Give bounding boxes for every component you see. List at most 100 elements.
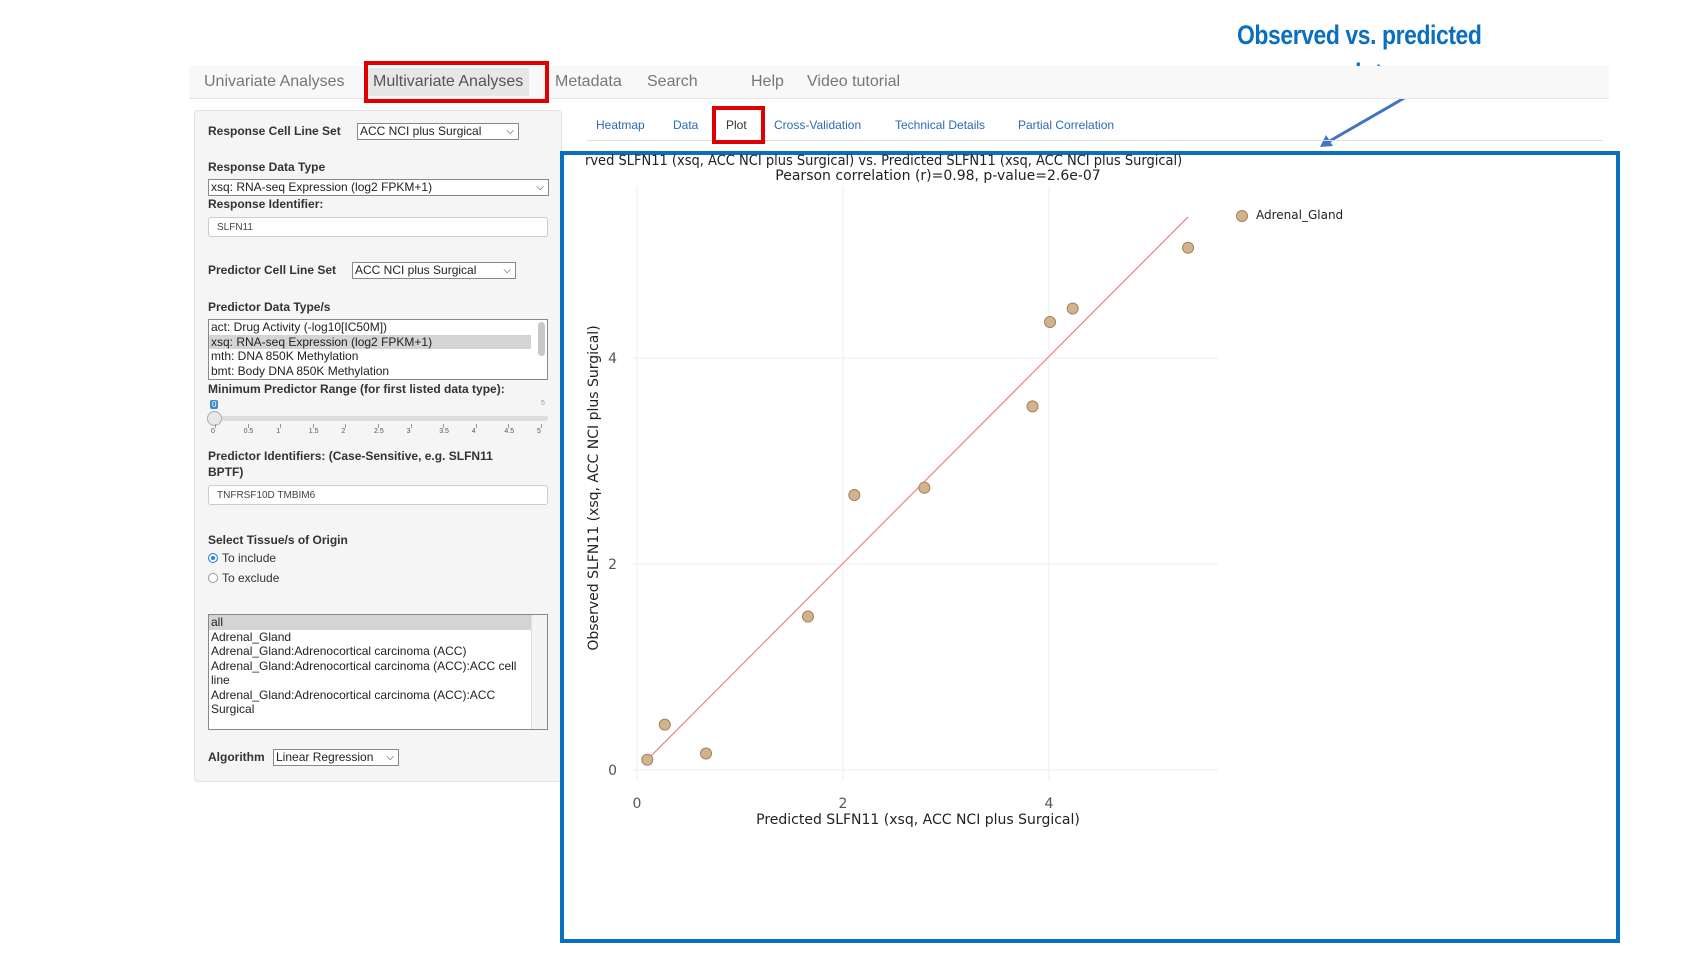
- min-predictor-range-slider-track[interactable]: [212, 416, 548, 421]
- slider-tick-label: 2: [341, 428, 346, 435]
- listbox-option[interactable]: Adrenal_Gland:Adrenocortical carcinoma (…: [211, 644, 467, 658]
- nav-metadata[interactable]: Metadata: [555, 73, 622, 90]
- slider-tick: [541, 424, 542, 428]
- predictor-cell-line-set-select[interactable]: ACC NCI plus Surgical ⌵: [352, 262, 516, 279]
- slider-tick-label: 2.5: [374, 428, 384, 435]
- x-tick-label: 4: [1045, 796, 1054, 812]
- slider-tick-label: 3: [406, 428, 411, 435]
- radio-to-include-label: To include: [222, 551, 277, 565]
- slider-tick-label: 3.5: [439, 428, 449, 435]
- highlight-box-plot-tab: [712, 106, 765, 144]
- slider-tick: [215, 424, 216, 428]
- nav-search[interactable]: Search: [647, 73, 698, 90]
- slider-tick: [378, 424, 379, 428]
- listbox-option[interactable]: Adrenal_Gland:Adrenocortical carcinoma (…: [211, 658, 517, 688]
- slider-tick-label: 1.5: [308, 428, 319, 435]
- predictor-data-types-listbox[interactable]: act: Drug Activity (-log10[IC50M]) xsq: …: [208, 319, 548, 380]
- tissue-listbox[interactable]: all Adrenal_Gland Adrenal_Gland:Adrenoco…: [208, 614, 548, 730]
- radio-to-exclude[interactable]: [208, 573, 218, 583]
- data-point: [641, 753, 654, 766]
- radio-to-include[interactable]: [208, 553, 218, 563]
- data-point: [848, 488, 861, 501]
- response-cell-line-set-select[interactable]: ACC NCI plus Surgical ⌵: [357, 123, 519, 140]
- annotation-title-line1: Observed vs. predicted: [1237, 20, 1482, 50]
- legend-label[interactable]: Adrenal_Gland: [1256, 208, 1344, 222]
- predictor-identifiers-label-1: Predictor Identifiers: (Case-Sensitive, …: [208, 449, 493, 463]
- chart-subtitle: Pearson correlation (r)=0.98, p-value=2.…: [775, 168, 1101, 184]
- tab-technical-details[interactable]: Technical Details: [895, 118, 986, 132]
- slider-tick: [508, 424, 510, 428]
- response-cell-line-set-label: Response Cell Line Set: [208, 124, 341, 138]
- top-navbar: Univariate Analyses Multivariate Analyse…: [189, 66, 1609, 99]
- listbox-option-selected[interactable]: all: [209, 615, 531, 630]
- nav-help[interactable]: Help: [751, 73, 784, 90]
- listbox-scrollbar[interactable]: [531, 615, 547, 729]
- chevron-down-icon: ⌵: [386, 752, 394, 763]
- response-data-type-select[interactable]: xsq: RNA-seq Expression (log2 FPKM+1) ⌵: [208, 179, 549, 196]
- select-value: Linear Regression: [276, 750, 374, 764]
- tissue-origin-label: Select Tissue/s of Origin: [208, 533, 348, 547]
- tab-partial-correlation[interactable]: Partial Correlation: [1018, 118, 1115, 132]
- slider-tick-label: 4.5: [504, 428, 515, 435]
- listbox-option[interactable]: Adrenal_Gland: [211, 629, 292, 644]
- slider-tick-label: 5: [537, 428, 541, 435]
- response-identifier-label: Response Identifier:: [208, 197, 324, 211]
- data-point: [801, 610, 814, 623]
- slider-tick-label: 0: [211, 428, 215, 435]
- tab-data[interactable]: Data: [673, 118, 699, 132]
- data-point: [1026, 400, 1039, 413]
- select-value: xsq: RNA-seq Expression (log2 FPKM+1): [211, 180, 433, 194]
- tab-cross-validation[interactable]: Cross-Validation: [774, 118, 862, 132]
- data-point: [700, 747, 713, 760]
- data-point: [918, 481, 931, 494]
- slider-tick: [345, 424, 347, 428]
- data-point: [1182, 241, 1195, 254]
- nav-univariate-analyses[interactable]: Univariate Analyses: [204, 73, 345, 90]
- listbox-option-selected[interactable]: xsq: RNA-seq Expression (log2 FPKM+1): [209, 334, 531, 349]
- y-axis-label: Observed SLFN11 (xsq, ACC NCI plus Surgi…: [586, 325, 602, 651]
- min-predictor-range-label: Minimum Predictor Range (for first liste…: [208, 382, 505, 396]
- x-tick-label: 0: [633, 796, 642, 812]
- predictor-identifiers-input[interactable]: TNFRSF10D TMBIM6: [208, 485, 548, 505]
- listbox-option[interactable]: bmt: Body DNA 850K Methylation: [211, 363, 390, 378]
- slider-tick-label: 0.5: [243, 428, 254, 435]
- tab-plot[interactable]: Plot: [726, 118, 747, 132]
- slider-max-label: 5: [541, 400, 545, 407]
- data-point: [658, 718, 671, 731]
- nav-multivariate-analyses[interactable]: Multivariate Analyses: [367, 68, 530, 96]
- predictor-identifiers-label-2: BPTF): [208, 465, 244, 479]
- chart-title-clip: rved SLFN11 (xsq, ACC NCI plus Surgical)…: [566, 153, 1616, 173]
- legend-marker[interactable]: [1236, 210, 1248, 222]
- subtabs-divider: [587, 140, 1602, 141]
- slider-tick: [443, 424, 445, 428]
- listbox-option[interactable]: Adrenal_Gland:Adrenocortical carcinoma (…: [211, 687, 496, 717]
- chevron-down-icon: ⌵: [503, 265, 511, 276]
- tab-heatmap[interactable]: Heatmap: [596, 118, 645, 132]
- listbox-scrollbar[interactable]: [538, 322, 545, 356]
- plot-highlight-box: [560, 151, 1620, 943]
- algorithm-select[interactable]: Linear Regression ⌵: [273, 749, 399, 766]
- x-axis-label: Predicted SLFN11 (xsq, ACC NCI plus Surg…: [756, 812, 1080, 828]
- chevron-down-icon: ⌵: [506, 126, 514, 137]
- predictor-data-types-label: Predictor Data Type/s: [208, 300, 331, 314]
- slider-tick: [410, 424, 412, 428]
- nav-video-tutorial[interactable]: Video tutorial: [807, 73, 901, 90]
- data-point: [1044, 315, 1057, 328]
- chart-title: rved SLFN11 (xsq, ACC NCI plus Surgical)…: [585, 153, 1183, 169]
- listbox-option[interactable]: mth: DNA 850K Methylation: [211, 349, 359, 363]
- select-value: ACC NCI plus Surgical: [355, 263, 477, 277]
- y-tick-label: 0: [608, 763, 617, 779]
- slider-value-badge: 0: [210, 400, 219, 409]
- response-identifier-input[interactable]: SLFN11: [208, 217, 548, 237]
- y-tick-label: 2: [608, 557, 617, 573]
- slider-tick-label: 4: [471, 428, 476, 435]
- listbox-option[interactable]: act: Drug Activity (-log10[IC50M]): [211, 320, 388, 334]
- slider-tick: [312, 424, 314, 428]
- slider-handle[interactable]: [207, 411, 222, 426]
- highlight-box-multivariate: [364, 61, 549, 103]
- chevron-down-icon: ⌵: [536, 182, 544, 193]
- x-tick-label: 2: [839, 796, 848, 812]
- select-value: ACC NCI plus Surgical: [360, 124, 482, 138]
- regression-line: [646, 216, 1189, 761]
